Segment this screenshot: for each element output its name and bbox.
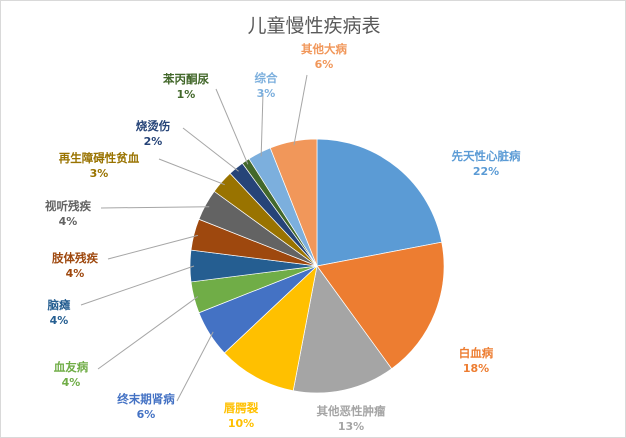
data-label: 烧烫伤 2% (136, 118, 171, 150)
category-label: 综合 (254, 71, 278, 85)
pie-slice (223, 265, 318, 392)
data-label: 再生障碍性贫血 3% (59, 150, 140, 182)
leader-line (80, 265, 195, 306)
leader-line (100, 206, 210, 209)
category-label: 脑瘫 (47, 298, 71, 312)
leader-line (182, 127, 239, 172)
data-label: 先天性心脏病 22% (452, 148, 521, 180)
data-label: 视听残疾 4% (45, 198, 91, 230)
category-label: 其他恶性肿瘤 (316, 404, 386, 418)
category-label: 烧烫伤 (135, 119, 171, 133)
percent-label: 2% (143, 135, 163, 148)
leader-line (107, 234, 198, 260)
data-label: 综合 3% (255, 70, 278, 102)
percent-label: 3% (89, 167, 109, 180)
leader-line (158, 158, 225, 186)
data-label: 脑瘫 4% (48, 297, 71, 329)
percent-label: 10% (227, 417, 255, 430)
data-label: 其他恶性肿瘤 13% (317, 403, 386, 435)
data-label: 血友病 4% (54, 359, 89, 391)
category-label: 先天性心脏病 (451, 149, 521, 163)
category-label: 白血病 (458, 346, 494, 360)
pie-slice (269, 138, 318, 267)
percent-label: 22% (472, 165, 500, 178)
chart-title: 儿童慢性疾病表 (247, 15, 381, 37)
pie-slice (316, 241, 445, 370)
leader-line (176, 331, 214, 402)
data-label: 苯丙酮尿 1% (163, 71, 209, 103)
leader-line (260, 92, 264, 157)
leader-line (97, 296, 199, 370)
category-label: 再生障碍性贫血 (58, 151, 140, 165)
data-label: 其他大病 6% (301, 41, 347, 73)
percent-label: 6% (136, 408, 156, 421)
leader-line (215, 88, 249, 165)
percent-label: 13% (337, 420, 365, 433)
category-label: 终末期肾病 (117, 392, 175, 406)
percent-label: 4% (65, 267, 85, 280)
data-label: 终末期肾病 6% (117, 391, 175, 423)
category-label: 血友病 (53, 360, 89, 374)
data-label: 唇腭裂 10% (224, 400, 259, 432)
category-label: 唇腭裂 (223, 401, 259, 415)
data-label: 白血病 18% (459, 345, 494, 377)
percent-label: 6% (314, 58, 334, 71)
percent-label: 1% (176, 88, 196, 101)
percent-label: 4% (49, 314, 69, 327)
percent-label: 4% (58, 215, 78, 228)
pie-slice (292, 265, 393, 394)
category-label: 苯丙酮尿 (163, 72, 209, 86)
percent-label: 4% (61, 376, 81, 389)
category-label: 视听残疾 (45, 199, 91, 213)
category-label: 其他大病 (301, 42, 347, 56)
percent-label: 18% (462, 362, 490, 375)
leader-line (293, 74, 308, 146)
percent-label: 3% (256, 87, 276, 100)
category-label: 肢体残疾 (52, 251, 98, 265)
pie-slice (316, 138, 443, 267)
data-label: 肢体残疾 4% (52, 250, 98, 282)
